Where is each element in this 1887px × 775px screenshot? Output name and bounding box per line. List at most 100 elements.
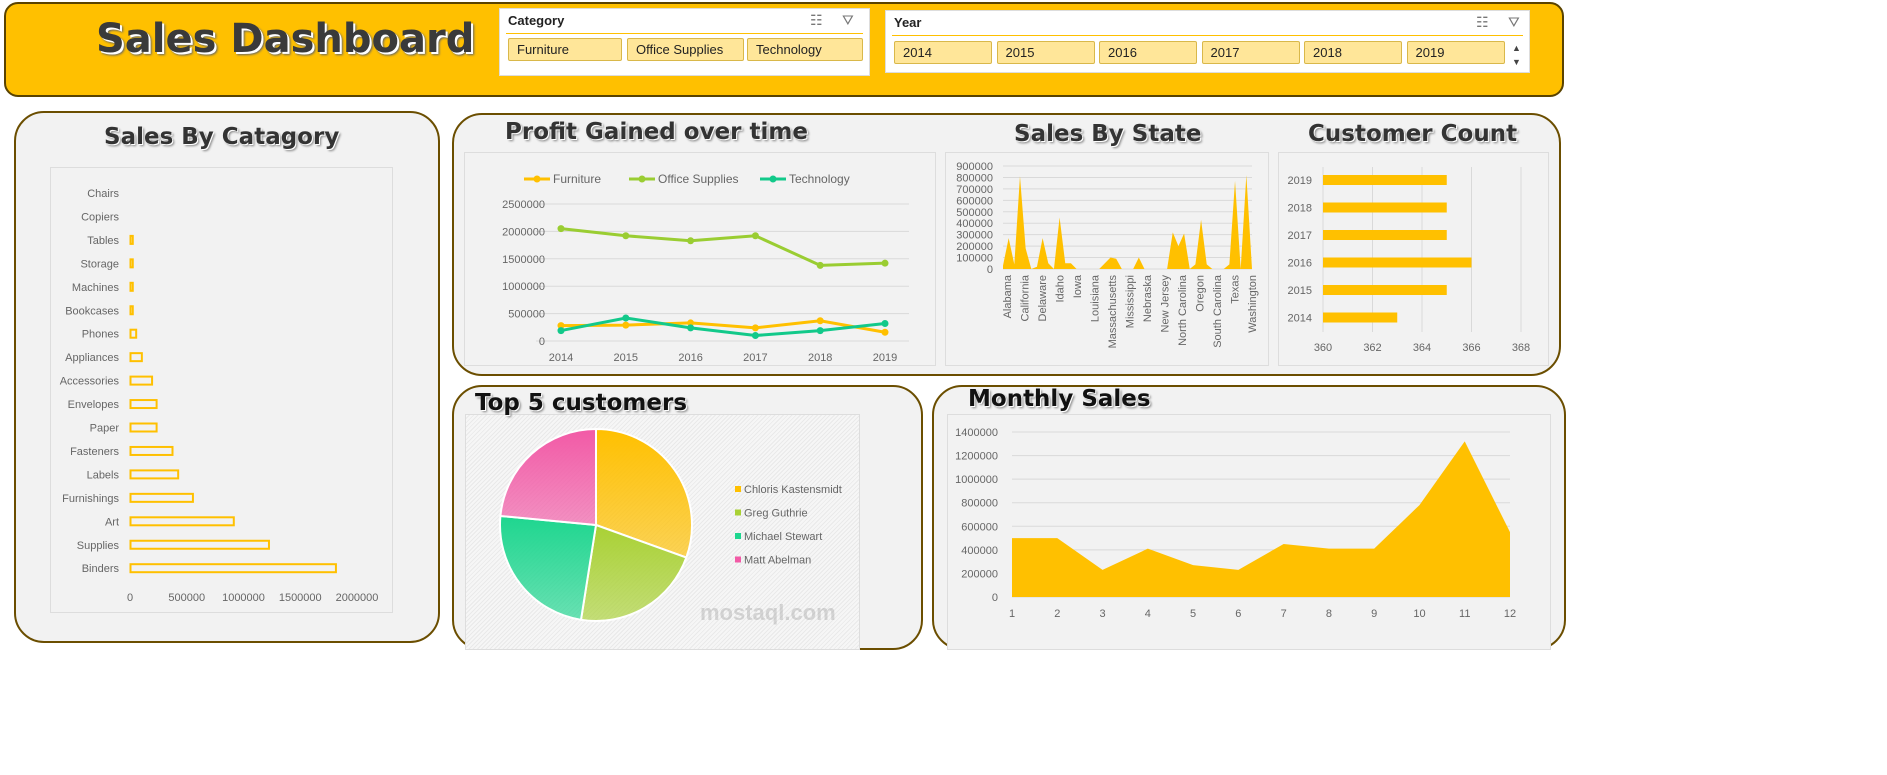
slicer-item-year[interactable]: 2016 <box>1099 41 1197 64</box>
x-tick-label: 366 <box>1462 342 1480 354</box>
scroll-up-icon[interactable]: ▲ <box>1512 43 1521 53</box>
y-tick-label: 2019 <box>1288 175 1312 187</box>
data-point <box>751 332 759 340</box>
category-label: Art <box>105 516 119 528</box>
data-point <box>687 237 695 245</box>
data-point <box>557 327 565 335</box>
y-tick-label: 600000 <box>956 195 993 207</box>
x-tick-label: 9 <box>1371 608 1377 620</box>
y-tick-label: 1000000 <box>955 474 998 486</box>
legend-swatch <box>735 486 741 492</box>
data-point <box>881 328 889 336</box>
slicer-item-technology[interactable]: Technology <box>747 38 863 61</box>
y-tick-label: 400000 <box>956 218 993 230</box>
slicer-item-year[interactable]: 2019 <box>1406 41 1505 64</box>
bar <box>129 539 270 550</box>
category-label: Storage <box>80 258 119 270</box>
watermark: mostaql.com <box>700 600 836 625</box>
multi-select-icon[interactable]: ☷ <box>1476 14 1489 30</box>
data-point <box>881 259 889 267</box>
data-point <box>816 261 824 269</box>
x-tick-label: 0 <box>127 592 133 604</box>
data-point <box>557 322 565 330</box>
series-line <box>560 316 886 338</box>
x-tick-label: 7 <box>1281 608 1287 620</box>
bar <box>129 258 134 269</box>
bar <box>129 352 143 363</box>
y-tick-label: 1400000 <box>955 427 998 439</box>
x-tick-label: 2015 <box>614 352 638 364</box>
legend-swatch <box>735 533 741 539</box>
category-label: Copiers <box>81 211 119 223</box>
category-label: Phones <box>82 329 120 341</box>
category-slicer-label: Category <box>508 13 565 28</box>
x-tick-label: 12 <box>1504 608 1516 620</box>
x-tick-label: South Carolina <box>1212 274 1224 348</box>
pie-slice <box>579 523 688 622</box>
bar <box>1323 257 1472 268</box>
x-tick-label: 11 <box>1459 608 1470 620</box>
slicer-item-year[interactable]: 2017 <box>1201 41 1300 64</box>
x-tick-label: Washington <box>1247 275 1259 333</box>
x-tick-label: Alabama <box>1002 274 1014 318</box>
slicer-item-year[interactable]: 2015 <box>996 41 1095 64</box>
x-tick-label: 2018 <box>808 352 832 364</box>
y-tick-label: 600000 <box>961 521 998 533</box>
x-tick-label: 2000000 <box>336 592 379 604</box>
y-tick-label: 200000 <box>961 568 998 580</box>
x-tick-label: 10 <box>1413 608 1425 620</box>
year-slicer-label: Year <box>894 15 922 30</box>
y-tick-label: 500000 <box>956 207 993 219</box>
area-series <box>1012 441 1510 597</box>
slicer-item-year[interactable]: 2014 <box>894 41 992 64</box>
slicer-item-office-supplies[interactable]: Office Supplies <box>627 38 744 61</box>
monthly-sales-chart: 0 200000 400000 600000 800000 1000000 1200000 1… <box>955 427 1516 620</box>
bar <box>129 469 180 480</box>
x-tick-label: Nebraska <box>1142 274 1154 322</box>
slicer-item-furniture[interactable]: Furniture <box>508 38 622 61</box>
x-tick-label: Oregon <box>1195 275 1207 312</box>
y-tick-label: 100000 <box>956 253 993 265</box>
x-tick-label: California <box>1020 274 1032 321</box>
x-tick-label: 360 <box>1314 342 1332 354</box>
category-slicer: Category ☷ ⛛ Furniture Office Supplies T… <box>499 8 870 76</box>
bar <box>129 375 154 386</box>
category-label: Bookcases <box>65 305 119 317</box>
bar <box>1323 285 1447 295</box>
legend-swatch <box>735 509 741 516</box>
bar <box>129 234 134 245</box>
x-tick-label: 4 <box>1145 608 1151 620</box>
x-tick-label: 1500000 <box>279 592 322 604</box>
x-tick-label: Iowa <box>1072 274 1084 298</box>
scroll-down-icon[interactable]: ▼ <box>1512 57 1521 67</box>
clear-filter-icon[interactable]: ⛛ <box>1508 14 1520 30</box>
slicer-item-year[interactable]: 2018 <box>1304 41 1402 64</box>
clear-filter-icon[interactable]: ⛛ <box>842 12 854 28</box>
legend-label: Matt Abelman <box>744 555 811 567</box>
year-slicer: Year ☷ ⛛ 2014 2015 2016 2017 2018 2019 ▲ ▼ <box>885 10 1530 73</box>
y-tick-label: 2015 <box>1288 285 1312 297</box>
data-point <box>751 324 759 332</box>
legend-label: Technology <box>789 172 850 186</box>
legend-label: Greg Guthrie <box>744 508 808 520</box>
category-label: Furnishings <box>62 493 119 505</box>
x-tick-label: Louisiana <box>1090 274 1102 322</box>
bar <box>1323 230 1447 240</box>
legend-label: Furniture <box>553 172 601 186</box>
multi-select-icon[interactable]: ☷ <box>810 12 823 28</box>
x-tick-label: 1000000 <box>222 592 265 604</box>
sales-by-category-chart: Chairs Copiers Tables Storage Machines Bookca… <box>60 188 379 604</box>
legend-swatch <box>735 556 741 563</box>
category-label: Chairs <box>87 188 119 200</box>
data-point <box>622 232 630 240</box>
x-tick-label: New Jersey <box>1160 275 1172 333</box>
bar <box>129 492 194 503</box>
y-tick-label: 0 <box>539 336 545 348</box>
y-tick-label: 1000000 <box>502 281 545 293</box>
bar <box>129 445 174 456</box>
x-tick-label: 2 <box>1054 608 1060 620</box>
category-label: Accessories <box>60 376 120 388</box>
y-tick-label: 900000 <box>956 161 993 173</box>
category-label: Envelopes <box>68 399 120 411</box>
data-point <box>816 317 824 325</box>
